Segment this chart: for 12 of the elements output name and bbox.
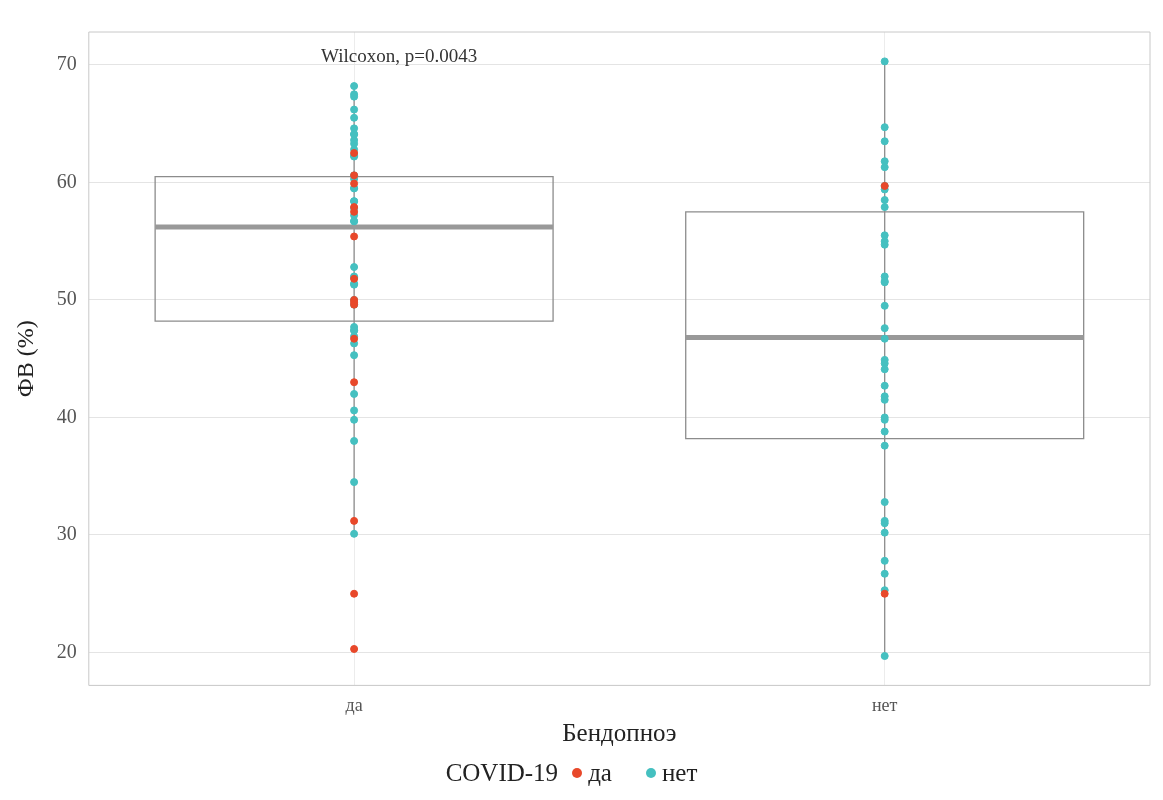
x-axis-title: Бендопноэ <box>562 718 677 746</box>
legend-title: COVID-19 <box>445 759 559 787</box>
legend-label: нет <box>661 759 698 787</box>
y-tick-label: 20 <box>56 639 77 662</box>
y-tick-label: 40 <box>56 404 77 427</box>
y-tick-label: 60 <box>56 169 77 192</box>
y-tick-label: 30 <box>56 522 77 545</box>
legend-label: да <box>588 759 612 787</box>
y-tick-label: 70 <box>56 52 77 75</box>
annotation: Wilcoxon, p=0.0043 <box>321 44 478 66</box>
y-tick-label: 50 <box>56 287 77 310</box>
y-axis-title: ФВ (%) <box>11 320 38 398</box>
